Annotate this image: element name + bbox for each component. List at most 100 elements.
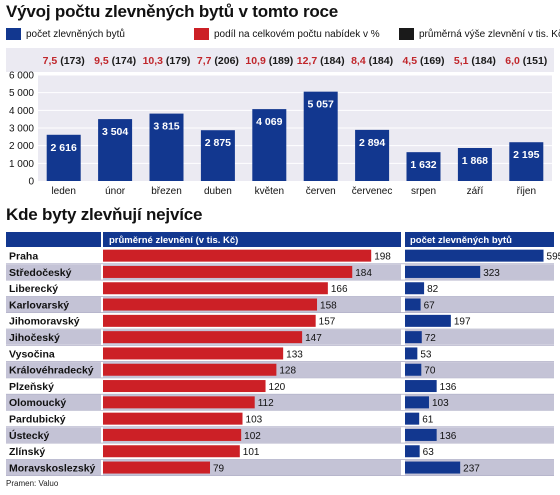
legend-label: podíl na celkovém počtu nabídek v % xyxy=(214,28,380,40)
legend-swatch-dark xyxy=(399,28,414,40)
share-pct-label: 8,4 xyxy=(351,55,366,67)
bar-value-label: 2 195 xyxy=(513,149,539,161)
bar-discount-value: 184 xyxy=(355,268,372,279)
avg-discount-label: (151) xyxy=(520,55,547,67)
month-annotation: 5,1 (184) xyxy=(454,55,496,67)
bar-value-label: 3 815 xyxy=(153,121,179,133)
table-row-bg xyxy=(405,378,554,394)
bar-value-label: 4 069 xyxy=(256,116,282,128)
bar-discount xyxy=(103,445,240,458)
bar xyxy=(406,152,441,181)
bar-discount-value: 157 xyxy=(319,317,336,328)
table-row-bg xyxy=(6,362,101,378)
month-annotation: 7,7 (206) xyxy=(197,55,239,67)
avg-discount-label: (169) xyxy=(417,55,444,67)
share-pct-label: 7,7 xyxy=(197,55,212,67)
bar-count-value: 237 xyxy=(463,463,480,474)
region-label: Královéhradecký xyxy=(9,365,94,377)
bar-count-value: 72 xyxy=(425,333,437,344)
table-row-bg xyxy=(6,313,101,329)
bar-discount-value: 133 xyxy=(286,349,303,360)
month-annotation: 12,7 (184) xyxy=(297,55,345,67)
bar-discount-value: 128 xyxy=(279,366,296,377)
bar-count-value: 595 xyxy=(547,252,560,263)
bar-discount-value: 101 xyxy=(243,447,260,458)
table-row-bg xyxy=(405,443,554,459)
table-row-bg xyxy=(6,427,101,443)
x-tick-label: květen xyxy=(255,186,284,197)
bar-value-label: 2 894 xyxy=(359,137,385,149)
y-tick-label: 5 000 xyxy=(9,88,34,99)
table-row-bg xyxy=(405,345,554,362)
bar-discount xyxy=(103,331,303,344)
legend-item-count: počet zlevněných bytů xyxy=(6,27,125,41)
x-tick-label: duben xyxy=(204,186,232,197)
chart2-title: Kde byty zlevňují nejvíce xyxy=(6,205,203,224)
month-annotation: 8,4 (184) xyxy=(351,55,393,67)
table-row-bg xyxy=(6,345,101,362)
bar-count xyxy=(405,445,420,458)
bar-discount-value: 147 xyxy=(305,333,322,344)
region-label: Středočeský xyxy=(9,267,72,279)
bar-count xyxy=(405,347,418,360)
bar xyxy=(509,142,544,181)
avg-discount-label: (184) xyxy=(468,55,495,67)
x-tick-label: říjen xyxy=(517,186,536,197)
table-row-bg xyxy=(405,427,554,443)
table-row-bg xyxy=(6,248,101,264)
bar xyxy=(200,130,235,181)
share-pct-label: 9,5 xyxy=(94,55,109,67)
col2-header-label: počet zlevněných bytů xyxy=(410,235,512,246)
avg-discount-label: (179) xyxy=(163,55,190,67)
col1-header-label: průměrné zlevnění (v tis. Kč) xyxy=(109,235,238,246)
bar-count xyxy=(405,331,422,344)
region-label: Liberecký xyxy=(9,283,58,295)
bar xyxy=(303,91,338,181)
bar-discount xyxy=(103,380,266,393)
bar-count-value: 70 xyxy=(424,366,436,377)
bar-discount xyxy=(103,282,328,295)
bar-count xyxy=(405,396,429,409)
table-row-bg xyxy=(6,329,101,345)
bar-discount-value: 120 xyxy=(269,382,286,393)
table-row-bg xyxy=(405,296,554,313)
monthly-bar-chart: 0 1 000 2 000 3 000 4 000 5 000 6 000 2 616 lede… xyxy=(6,48,554,197)
share-pct-label: 5,1 xyxy=(454,55,469,67)
table-row-bg xyxy=(6,411,101,427)
legend-label: počet zlevněných bytů xyxy=(26,28,125,40)
bar xyxy=(149,113,184,181)
bar xyxy=(98,119,133,181)
month-annotation: 6,0 (151) xyxy=(505,55,547,67)
table-row-bg xyxy=(6,394,101,410)
avg-discount-label: (184) xyxy=(317,55,344,67)
bar xyxy=(355,129,390,181)
bar-count-value: 323 xyxy=(483,268,500,279)
x-tick-label: leden xyxy=(51,186,75,197)
bar-discount xyxy=(103,298,318,311)
bar-discount xyxy=(103,347,284,360)
bar-count xyxy=(405,461,461,474)
region-label: Jihočeský xyxy=(9,332,60,344)
bar-count xyxy=(405,428,437,441)
x-tick-label: září xyxy=(467,186,484,197)
legend-item-share: podíl na celkovém počtu nabídek v % xyxy=(194,27,380,41)
share-pct-label: 6,0 xyxy=(505,55,520,67)
bar-discount-value: 79 xyxy=(213,463,225,474)
bar-value-label: 2 875 xyxy=(205,137,231,149)
chart1-title: Vývoj počtu zlevněných bytů v tomto roce xyxy=(6,2,339,21)
x-tick-label: březen xyxy=(151,186,182,197)
avg-discount-label: (189) xyxy=(266,55,293,67)
bar-discount xyxy=(103,265,353,278)
bar-count xyxy=(405,265,481,278)
bar-count-value: 53 xyxy=(420,349,432,360)
bar-count-value: 136 xyxy=(440,382,457,393)
table-row-bg xyxy=(405,280,554,296)
table-row-bg xyxy=(6,264,101,280)
x-tick-label: červenec xyxy=(352,186,393,197)
region-label: Jihomoravský xyxy=(9,316,80,328)
col2-header-bg xyxy=(405,232,554,247)
bar-discount xyxy=(103,396,255,409)
bar-discount xyxy=(103,412,243,425)
table-row-bg xyxy=(405,411,554,427)
share-pct-label: 10,3 xyxy=(143,55,164,67)
